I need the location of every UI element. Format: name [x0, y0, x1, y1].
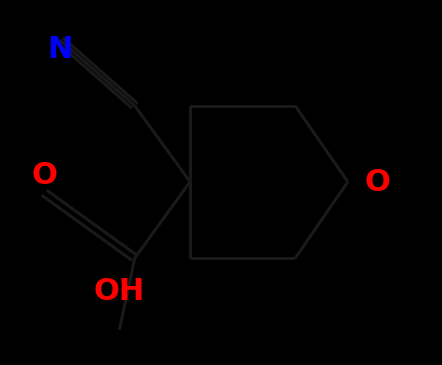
- Text: O: O: [365, 168, 391, 197]
- Text: O: O: [31, 161, 57, 190]
- Text: N: N: [47, 35, 72, 64]
- Text: OH: OH: [94, 277, 145, 307]
